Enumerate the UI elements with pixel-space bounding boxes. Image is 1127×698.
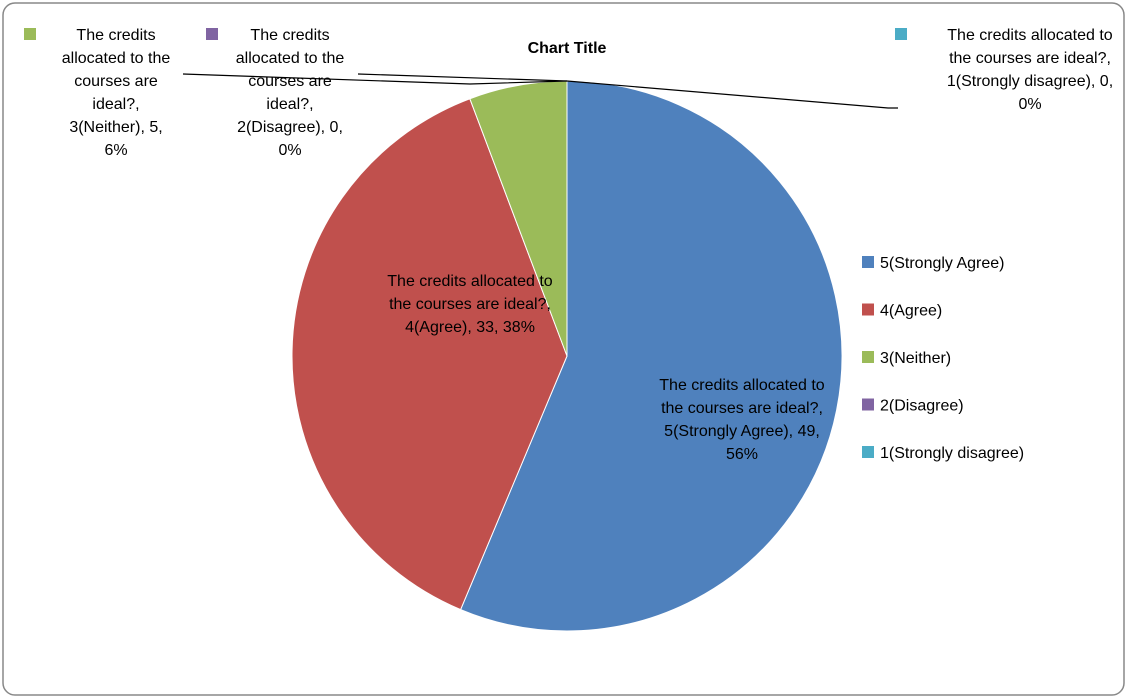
legend-label: 1(Strongly disagree) <box>880 445 1024 462</box>
label-key <box>206 28 218 40</box>
legend-label: 5(Strongly Agree) <box>880 255 1005 272</box>
data-label: The credits allocated to the courses are id… <box>236 27 345 159</box>
pie-slice <box>459 80 843 632</box>
label-key <box>24 28 36 40</box>
label-key <box>895 28 907 40</box>
legend-swatch <box>862 256 874 268</box>
leader-line <box>182 73 568 85</box>
legend-label: 3(Neither) <box>880 350 951 367</box>
legend-swatch <box>862 351 874 363</box>
legend-swatch <box>862 446 874 458</box>
data-label: The credits allocated to the courses are id… <box>62 27 171 159</box>
leader-line <box>357 73 568 82</box>
pie-slice <box>291 98 568 611</box>
chart-title: Chart Title <box>528 40 607 57</box>
data-label: The credits allocated to the courses are … <box>387 273 553 336</box>
legend-label: 2(Disagree) <box>880 398 964 415</box>
data-label: The credits allocated to the courses are … <box>947 27 1113 113</box>
legend-swatch <box>862 303 874 316</box>
data-label: The credits allocated to the courses are … <box>659 377 825 463</box>
legend-swatch <box>862 398 874 411</box>
leader-line <box>566 80 898 109</box>
leader-lines <box>182 73 898 109</box>
legend-label: 4(Agree) <box>880 303 942 320</box>
